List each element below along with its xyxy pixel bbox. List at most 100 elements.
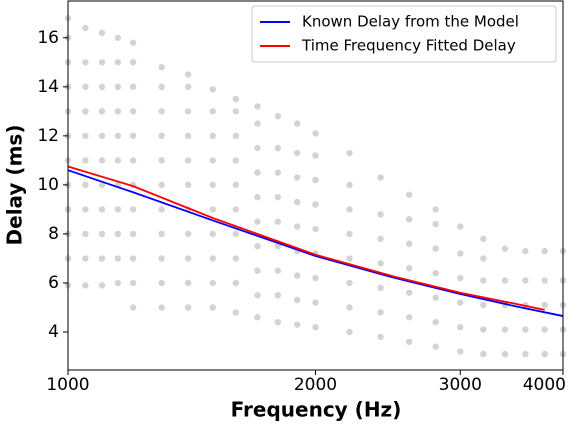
scatter-point [432, 294, 439, 301]
scatter-point [293, 149, 301, 157]
scatter-point [82, 255, 89, 262]
scatter-point [457, 223, 464, 230]
scatter-point [541, 277, 548, 284]
scatter-point [405, 265, 413, 272]
scatter-point [98, 230, 106, 238]
scatter-point [158, 181, 165, 189]
scatter-point [312, 152, 319, 159]
scatter-point [209, 132, 216, 140]
y-tick-label: 8 [48, 224, 59, 244]
y-tick-label: 6 [48, 273, 59, 293]
scatter-point [457, 299, 464, 306]
scatter-point [232, 108, 240, 115]
scatter-point [98, 255, 106, 262]
scatter-point [405, 338, 413, 346]
scatter-point [432, 220, 439, 228]
scatter-point [501, 245, 509, 252]
scatter-point [405, 240, 413, 247]
scatter-point [232, 230, 240, 238]
scatter-point [377, 309, 384, 316]
scatter-point [405, 314, 413, 321]
scatter-point [254, 144, 261, 152]
scatter-point [346, 206, 353, 213]
scatter-point [377, 333, 384, 341]
scatter-point [129, 39, 137, 46]
y-tick-label: 12 [37, 126, 59, 146]
scatter-point [98, 83, 106, 91]
scatter-point [209, 181, 216, 189]
scatter-point [522, 247, 529, 255]
scatter-point [480, 350, 487, 358]
scatter-point [98, 59, 106, 66]
scatter-point [405, 216, 413, 223]
y-tick-label: 4 [48, 322, 59, 342]
scatter-point [405, 191, 413, 198]
scatter-point [129, 108, 137, 115]
scatter-point [129, 255, 137, 262]
scatter-point [158, 83, 165, 91]
scatter-point [98, 282, 106, 289]
scatter-point [377, 211, 384, 218]
scatter-point [405, 289, 413, 296]
scatter-point [82, 108, 89, 115]
legend-box [251, 5, 557, 63]
scatter-point [432, 245, 439, 252]
scatter-point [377, 284, 384, 292]
scatter-point [232, 309, 240, 316]
scatter-point [293, 272, 301, 279]
scatter-point [254, 120, 261, 127]
scatter-point [114, 132, 122, 140]
scatter-point [274, 169, 282, 176]
scatter-point [158, 230, 165, 238]
scatter-point [158, 255, 165, 262]
scatter-point [377, 260, 384, 267]
scatter-point [522, 350, 529, 358]
scatter-point [184, 279, 192, 287]
scatter-point [129, 304, 137, 311]
legend-label: Known Delay from the Model [302, 13, 519, 31]
scatter-point [82, 206, 89, 213]
scatter-point [254, 218, 261, 225]
scatter-point [158, 108, 165, 115]
scatter-point [82, 59, 89, 66]
scatter-point [541, 301, 548, 309]
scatter-point [129, 132, 137, 140]
scatter-point [346, 230, 353, 238]
scatter-point [254, 242, 261, 250]
scatter-point [254, 103, 261, 110]
scatter-point [432, 206, 439, 213]
scatter-point [254, 314, 261, 321]
scatter-point [541, 326, 548, 333]
scatter-point [158, 279, 165, 287]
scatter-point [129, 157, 137, 164]
scatter-point [232, 279, 240, 287]
scatter-point [114, 279, 122, 287]
x-tick-label: 2000 [294, 375, 337, 395]
scatter-point [184, 230, 192, 238]
scatter-point [209, 230, 216, 238]
scatter-point [346, 304, 353, 311]
scatter-point [82, 132, 89, 140]
line [67, 165, 545, 311]
scatter-point [346, 279, 353, 287]
scatter-point [82, 83, 89, 91]
scatter-point [293, 174, 301, 181]
scatter-point [293, 296, 301, 304]
scatter-point [114, 59, 122, 66]
scatter-point [114, 34, 122, 41]
scatter-point [274, 292, 282, 299]
scatter-point [312, 323, 319, 331]
scatter-point [114, 157, 122, 164]
scatter-point [82, 24, 89, 32]
scatter-point [184, 108, 192, 115]
scatter-point [312, 201, 319, 208]
x-tick-label: 4000 [523, 375, 566, 395]
scatter-point [293, 198, 301, 206]
scatter-point [232, 181, 240, 189]
scatter-point [98, 108, 106, 115]
scatter-point [274, 242, 282, 250]
scatter-point [129, 230, 137, 238]
scatter-point [184, 71, 192, 78]
scatter-point [209, 304, 216, 311]
